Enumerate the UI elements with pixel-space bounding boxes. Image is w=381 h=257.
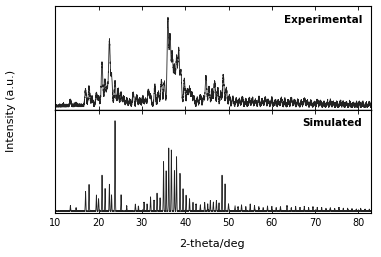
Text: 2-theta/deg: 2-theta/deg [179,239,244,249]
Text: Simulated: Simulated [302,118,362,128]
Text: Experimental: Experimental [283,15,362,25]
Text: Intensity (a.u.): Intensity (a.u.) [6,69,16,152]
